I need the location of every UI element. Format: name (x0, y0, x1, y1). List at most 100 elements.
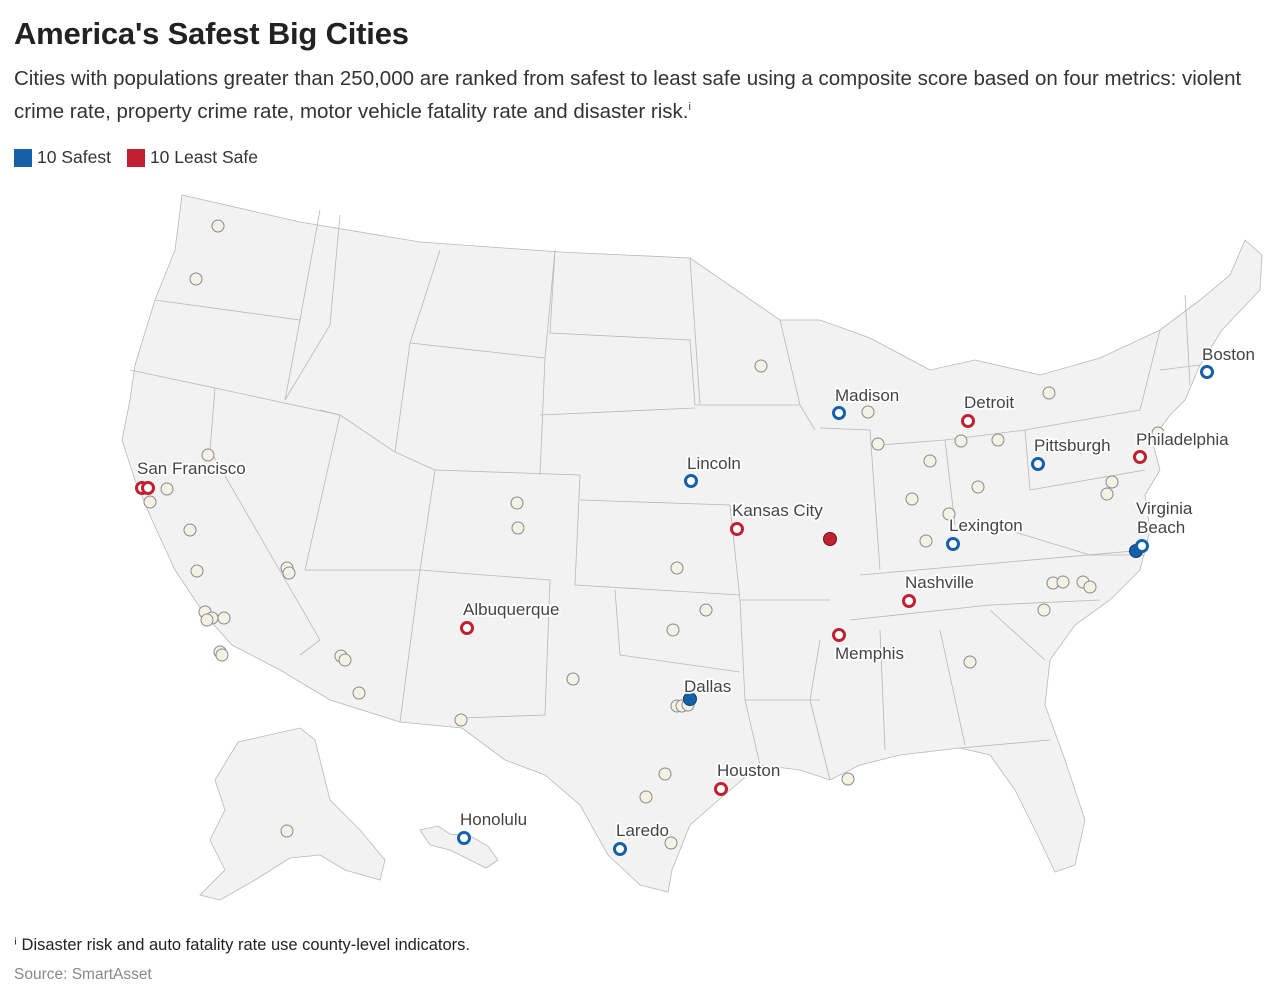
city-marker-oakland[interactable] (141, 481, 155, 495)
city-label-laredo: Laredo (616, 821, 669, 840)
city-marker-other[interactable] (942, 507, 956, 521)
page-title: America's Safest Big Cities (14, 16, 409, 51)
city-marker-other[interactable] (217, 611, 231, 625)
city-marker-other[interactable] (200, 613, 214, 627)
city-marker-nashville[interactable] (902, 594, 916, 608)
city-marker-other[interactable] (1042, 386, 1056, 400)
city-marker-st-louis[interactable] (823, 532, 837, 546)
city-marker-other[interactable] (511, 521, 525, 535)
city-label-madison: Madison (835, 386, 899, 405)
city-marker-other[interactable] (143, 495, 157, 509)
city-label-honolulu: Honolulu (460, 810, 527, 829)
city-marker-kansas-city[interactable] (730, 522, 744, 536)
city-marker-other[interactable] (338, 653, 352, 667)
us-map: Boston Madison Pittsburgh Lincoln Lexing… (121, 194, 1263, 901)
city-marker-other[interactable] (1105, 475, 1119, 489)
page-subtitle: Cities with populations greater than 250… (14, 64, 1274, 126)
city-marker-other[interactable] (919, 534, 933, 548)
city-marker-pittsburgh[interactable] (1031, 457, 1045, 471)
city-marker-other[interactable] (1083, 580, 1097, 594)
city-marker-other[interactable] (991, 433, 1005, 447)
city-marker-other[interactable] (664, 836, 678, 850)
city-marker-other[interactable] (201, 448, 215, 462)
city-marker-virginia-beach[interactable] (1135, 539, 1149, 553)
city-label-albuquerque: Albuquerque (463, 600, 559, 619)
city-label-lexington: Lexington (949, 516, 1023, 535)
city-marker-other[interactable] (963, 655, 977, 669)
city-marker-other[interactable] (1056, 575, 1070, 589)
city-label-kansas-city: Kansas City (732, 501, 823, 520)
city-label-lincoln: Lincoln (687, 454, 741, 473)
city-marker-other[interactable] (189, 272, 203, 286)
city-label-nashville: Nashville (905, 573, 974, 592)
city-marker-other[interactable] (639, 790, 653, 804)
city-marker-other[interactable] (923, 454, 937, 468)
city-marker-other[interactable] (666, 623, 680, 637)
city-marker-other[interactable] (160, 482, 174, 496)
city-marker-albuquerque[interactable] (460, 621, 474, 635)
city-label-houston: Houston (717, 761, 780, 780)
city-marker-other[interactable] (190, 564, 204, 578)
city-marker-other[interactable] (971, 480, 985, 494)
city-marker-other[interactable] (954, 434, 968, 448)
legend-swatch-least-safe (126, 148, 145, 167)
city-label-dallas: Dallas (684, 677, 731, 696)
city-marker-laredo[interactable] (613, 842, 627, 856)
footnote: ⁱ Disaster risk and auto fatality rate u… (14, 936, 470, 954)
city-marker-other[interactable] (699, 603, 713, 617)
other-city-markers (143, 219, 1165, 850)
legend: 10 Safest 10 Least Safe (14, 147, 274, 168)
city-marker-houston[interactable] (714, 782, 728, 796)
legend-label-least-safe: 10 Least Safe (149, 147, 258, 167)
city-label-memphis: Memphis (835, 644, 904, 663)
city-label-virginia-beach-line2: Beach (1137, 518, 1185, 537)
city-label-boston: Boston (1202, 345, 1255, 364)
city-marker-other[interactable] (658, 767, 672, 781)
city-marker-plano[interactable] (683, 692, 697, 706)
city-marker-other[interactable] (1100, 487, 1114, 501)
safest-city-markers (457, 365, 1214, 856)
city-marker-other[interactable] (566, 672, 580, 686)
city-marker-other[interactable] (670, 561, 684, 575)
city-marker-other[interactable] (454, 713, 468, 727)
city-marker-other[interactable] (1151, 426, 1165, 440)
city-label-detroit: Detroit (964, 393, 1014, 412)
hawaii-shape (419, 825, 499, 869)
city-marker-other[interactable] (352, 686, 366, 700)
city-marker-boston[interactable] (1200, 365, 1214, 379)
city-marker-other[interactable] (1037, 603, 1051, 617)
legend-item-safest[interactable]: 10 Safest (14, 147, 111, 168)
city-marker-lincoln[interactable] (684, 474, 698, 488)
city-label-san-francisco: San Francisco (137, 459, 246, 478)
alaska-shape (199, 727, 386, 901)
city-label-virginia-beach-line1: Virginia (1136, 499, 1193, 518)
city-marker-other[interactable] (215, 648, 229, 662)
city-marker-other[interactable] (510, 496, 524, 510)
legend-item-least-safe[interactable]: 10 Least Safe (126, 147, 258, 168)
legend-label-safest: 10 Safest (37, 147, 111, 167)
city-label-philadelphia: Philadelphia (1136, 430, 1229, 449)
city-marker-memphis[interactable] (832, 628, 846, 642)
city-marker-other[interactable] (282, 566, 296, 580)
subtitle-text: Cities with populations greater than 250… (14, 67, 1242, 123)
subtitle-footnote-marker: i (688, 101, 691, 113)
city-marker-other[interactable] (841, 772, 855, 786)
city-marker-detroit[interactable] (961, 414, 975, 428)
source-credit: Source: SmartAsset (14, 966, 152, 983)
city-marker-other[interactable] (754, 359, 768, 373)
city-marker-madison[interactable] (832, 406, 846, 420)
city-marker-philadelphia[interactable] (1133, 450, 1147, 464)
city-marker-other[interactable] (211, 219, 225, 233)
city-marker-other[interactable] (905, 492, 919, 506)
us-mainland-shape (121, 194, 1263, 893)
city-marker-lexington[interactable] (946, 537, 960, 551)
city-marker-other[interactable] (280, 824, 294, 838)
city-label-pittsburgh: Pittsburgh (1034, 436, 1111, 455)
city-marker-honolulu[interactable] (457, 831, 471, 845)
city-marker-other[interactable] (183, 523, 197, 537)
legend-swatch-safest (14, 148, 32, 167)
city-labels: Boston Madison Pittsburgh Lincoln Lexing… (135, 343, 1256, 842)
city-marker-other[interactable] (861, 405, 875, 419)
city-marker-other[interactable] (871, 437, 885, 451)
